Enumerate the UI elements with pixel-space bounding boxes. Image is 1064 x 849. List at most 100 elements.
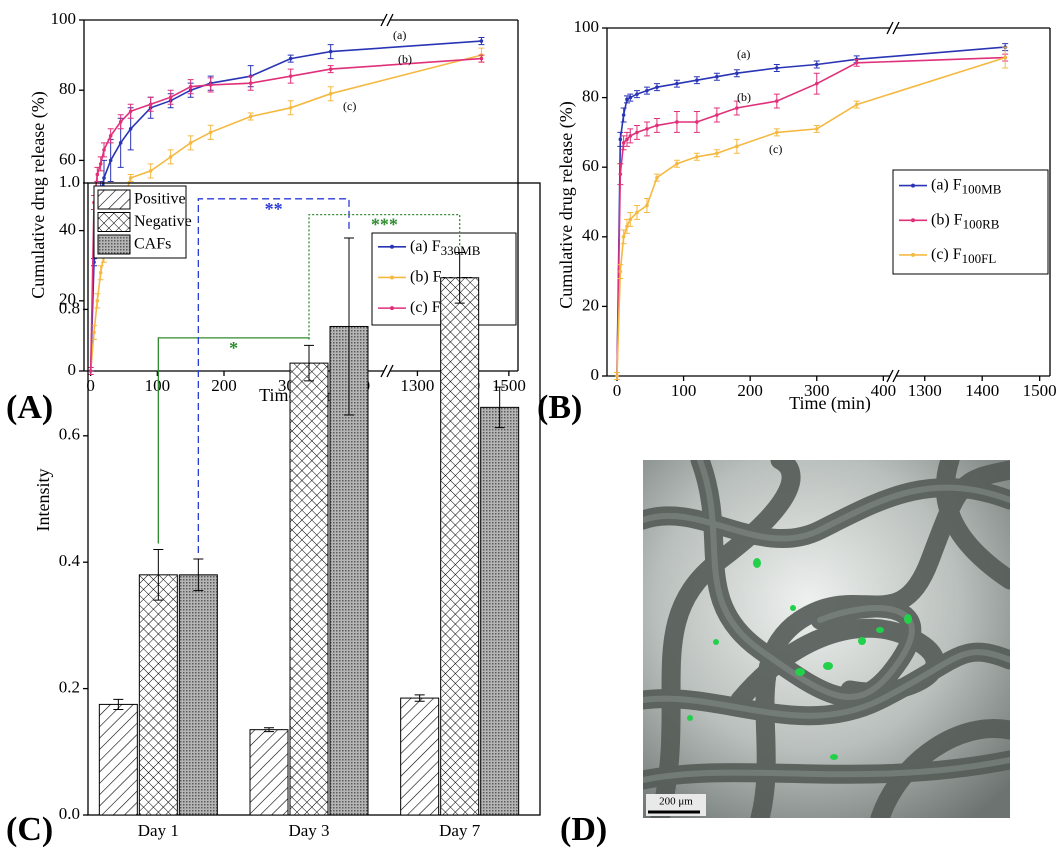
x-tick-label: 0 (613, 381, 622, 400)
series-line (89, 57, 482, 372)
axis-break (892, 21, 900, 35)
y-tick-label: 100 (574, 17, 600, 36)
legend-swatch (97, 234, 131, 255)
y-tick-label: 0.0 (59, 804, 80, 823)
annotation: (a) (737, 47, 750, 61)
data-point (735, 144, 739, 149)
data-point (735, 106, 739, 110)
y-tick-label: 0 (591, 365, 600, 384)
legend-marker (911, 218, 915, 223)
bar (98, 703, 138, 816)
significance-label: *** (371, 215, 398, 235)
legend-label: (c) F100FL (931, 246, 996, 266)
x-tick-label: 1500 (1023, 381, 1057, 400)
y-tick-label: 0 (68, 360, 77, 379)
series-line (616, 56, 1006, 377)
data-point (628, 217, 633, 222)
x-tick-label: 1500 (492, 376, 526, 395)
data-point (248, 114, 253, 119)
series-line (616, 56, 1006, 377)
data-point (208, 83, 213, 87)
data-point (625, 97, 629, 102)
y-tick-label: 40 (582, 226, 599, 245)
bar (249, 729, 289, 816)
error-bar (193, 558, 204, 592)
annotation: (c) (343, 99, 356, 113)
y-tick-label: 1.0 (59, 172, 80, 191)
data-point (1003, 55, 1007, 60)
data-point (148, 169, 153, 173)
data-point (188, 141, 193, 145)
legend-label: Negative (134, 213, 192, 230)
legend-box (892, 169, 1049, 275)
legend-label: Positive (134, 191, 186, 208)
data-point (288, 105, 293, 110)
data-point (168, 155, 173, 159)
data-point (188, 84, 193, 89)
data-point (128, 127, 133, 131)
error-bar (153, 549, 164, 601)
x-tick-label: 100 (671, 381, 697, 400)
data-point (328, 67, 333, 71)
data-point (775, 130, 779, 135)
bar (138, 574, 178, 816)
data-point (854, 61, 859, 65)
data-point (655, 85, 659, 89)
axis-break (886, 369, 894, 383)
y-tick-label: 60 (582, 156, 599, 175)
data-point (618, 172, 623, 176)
data-point (675, 81, 679, 86)
axis-break (886, 21, 894, 35)
axis-break (386, 13, 394, 27)
data-point (102, 148, 106, 152)
data-point (148, 102, 153, 107)
data-point (128, 176, 133, 180)
data-point (655, 175, 659, 180)
y-tick-label: 40 (59, 220, 76, 239)
error-bar (414, 694, 425, 702)
data-point (118, 119, 123, 124)
data-point (618, 137, 623, 142)
bar (289, 362, 329, 816)
data-point (625, 224, 629, 229)
data-point (102, 176, 106, 180)
significance-bracket (197, 198, 350, 554)
legend-swatch (97, 189, 131, 210)
panel-label: (B) (537, 389, 582, 426)
y-tick-label: 0.2 (59, 678, 80, 697)
data-point (715, 151, 719, 156)
data-point (128, 109, 133, 114)
legend-marker (390, 244, 394, 249)
data-point (208, 130, 213, 135)
y-axis-title: Cumulative drug release (%) (28, 91, 49, 298)
x-tick-label: Day 3 (288, 821, 329, 840)
data-point (92, 330, 96, 335)
x-tick-label: 200 (211, 376, 237, 395)
data-point (98, 270, 103, 275)
y-tick-label: 100 (51, 9, 77, 28)
data-point (618, 269, 623, 274)
legend-label: (a) F100MB (931, 176, 1002, 196)
error-bar (113, 698, 124, 710)
legend-marker (390, 275, 394, 280)
data-point (248, 81, 253, 85)
data-point (715, 113, 719, 117)
data-point (655, 123, 659, 128)
y-tick-label: 0.4 (59, 551, 81, 570)
data-point (814, 127, 819, 131)
scale-bar-label: 200 μm (659, 796, 693, 808)
data-point (479, 56, 484, 61)
legend-label: CAFs (134, 236, 171, 253)
x-tick-label: 400 (871, 381, 897, 400)
axis-break (380, 364, 388, 378)
fluorescent-cells (687, 558, 912, 760)
data-point (625, 137, 629, 142)
data-point (675, 161, 679, 166)
data-point (854, 102, 859, 107)
annotation: (b) (398, 52, 412, 66)
data-point (645, 127, 649, 131)
data-point (628, 134, 633, 138)
data-point (328, 49, 333, 54)
legend-swatch (97, 212, 131, 232)
